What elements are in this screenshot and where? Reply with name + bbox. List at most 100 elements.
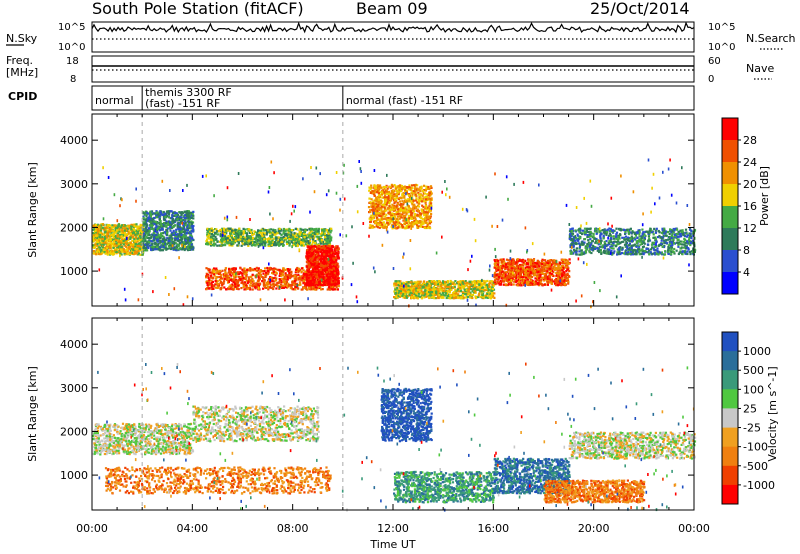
- range-cell: [115, 229, 119, 232]
- range-cell: [297, 287, 300, 290]
- range-cell: [328, 278, 331, 281]
- range-cell: [314, 288, 317, 291]
- range-cell: [101, 239, 104, 242]
- range-cell: [208, 230, 211, 234]
- range-cell: [163, 214, 166, 217]
- range-cell: [123, 229, 126, 232]
- range-cell: [142, 232, 145, 235]
- range-cell: [153, 234, 156, 237]
- range-cell: [170, 223, 173, 226]
- range-cell: [125, 245, 128, 249]
- range-cell: [151, 213, 154, 216]
- range-cell: [118, 230, 121, 233]
- range-cell: [237, 228, 240, 231]
- range-cell: [287, 268, 290, 271]
- range-cell: [191, 213, 194, 216]
- range-cell: [118, 251, 121, 254]
- range-cell: [190, 222, 193, 225]
- range-cell: [317, 235, 320, 238]
- range-cell: [278, 244, 281, 247]
- range-cell: [253, 267, 257, 271]
- range-cell: [142, 221, 145, 224]
- range-cell: [282, 269, 285, 273]
- range-cell: [137, 246, 140, 250]
- range-cell: [241, 240, 244, 243]
- range-cell: [299, 243, 303, 246]
- range-cell: [282, 229, 285, 232]
- range-cell: [124, 252, 127, 255]
- range-cell: [95, 229, 99, 232]
- nsky-strip-frame: [91, 21, 695, 53]
- range-cell: [176, 237, 179, 240]
- range-cell: [309, 254, 312, 257]
- range-cell: [171, 215, 174, 218]
- range-cell: [294, 288, 297, 291]
- range-cell: [136, 226, 139, 229]
- range-cell: [166, 227, 169, 230]
- range-cell: [330, 229, 333, 232]
- range-cell: [337, 285, 340, 288]
- range-cell: [159, 210, 162, 213]
- range-cell: [276, 284, 279, 287]
- nsearch-tick-bottom: 10^0: [708, 42, 735, 53]
- range-cell: [184, 229, 187, 232]
- range-cell: [149, 212, 152, 215]
- range-cell: [263, 238, 266, 241]
- range-cell: [219, 276, 222, 279]
- range-cell: [320, 288, 323, 291]
- range-cell: [92, 232, 95, 235]
- range-cell: [334, 283, 337, 286]
- range-cell: [316, 232, 319, 236]
- range-cell: [206, 238, 209, 241]
- range-cell: [316, 244, 319, 247]
- range-cell: [240, 287, 243, 290]
- range-cell: [241, 237, 244, 240]
- range-cell: [100, 248, 103, 252]
- range-cell: [234, 235, 237, 238]
- range-cell: [142, 236, 145, 239]
- range-cell: [140, 245, 143, 248]
- range-cell: [118, 227, 121, 231]
- range-cell: [101, 226, 104, 229]
- range-cell: [161, 243, 164, 246]
- range-cell: [262, 240, 265, 243]
- range-cell: [140, 240, 143, 243]
- range-cell: [189, 246, 192, 249]
- range-cell: [164, 222, 167, 225]
- range-cell: [132, 248, 135, 251]
- range-cell: [220, 234, 223, 237]
- range-cell: [146, 249, 149, 252]
- range-cell: [326, 288, 329, 291]
- range-cell: [126, 248, 129, 251]
- range-cell: [169, 227, 172, 230]
- range-cell: [312, 232, 315, 235]
- range-cell: [110, 233, 113, 236]
- range-cell: [241, 242, 244, 246]
- range-cell: [315, 232, 318, 235]
- range-cell: [257, 233, 260, 236]
- range-cell: [173, 220, 176, 224]
- range-cell: [178, 219, 181, 222]
- range-cell: [328, 285, 331, 288]
- range-cell: [237, 281, 240, 284]
- range-cell: [146, 245, 149, 248]
- range-cell: [158, 227, 161, 230]
- range-cell: [253, 237, 256, 240]
- range-cell: [263, 239, 266, 242]
- range-cell: [315, 227, 318, 230]
- range-cell: [263, 286, 267, 289]
- range-cell: [229, 243, 232, 246]
- range-cell: [259, 231, 262, 234]
- range-cell: [104, 246, 107, 250]
- range-cell: [259, 275, 262, 278]
- range-cell: [323, 228, 326, 231]
- range-cell: [218, 240, 222, 243]
- range-cell: [330, 266, 333, 269]
- range-cell: [238, 275, 241, 278]
- range-cell: [266, 282, 269, 285]
- range-cell: [249, 288, 252, 291]
- range-cell: [210, 239, 213, 242]
- range-cell: [225, 272, 228, 275]
- range-cell: [247, 228, 250, 231]
- range-cell: [229, 230, 232, 233]
